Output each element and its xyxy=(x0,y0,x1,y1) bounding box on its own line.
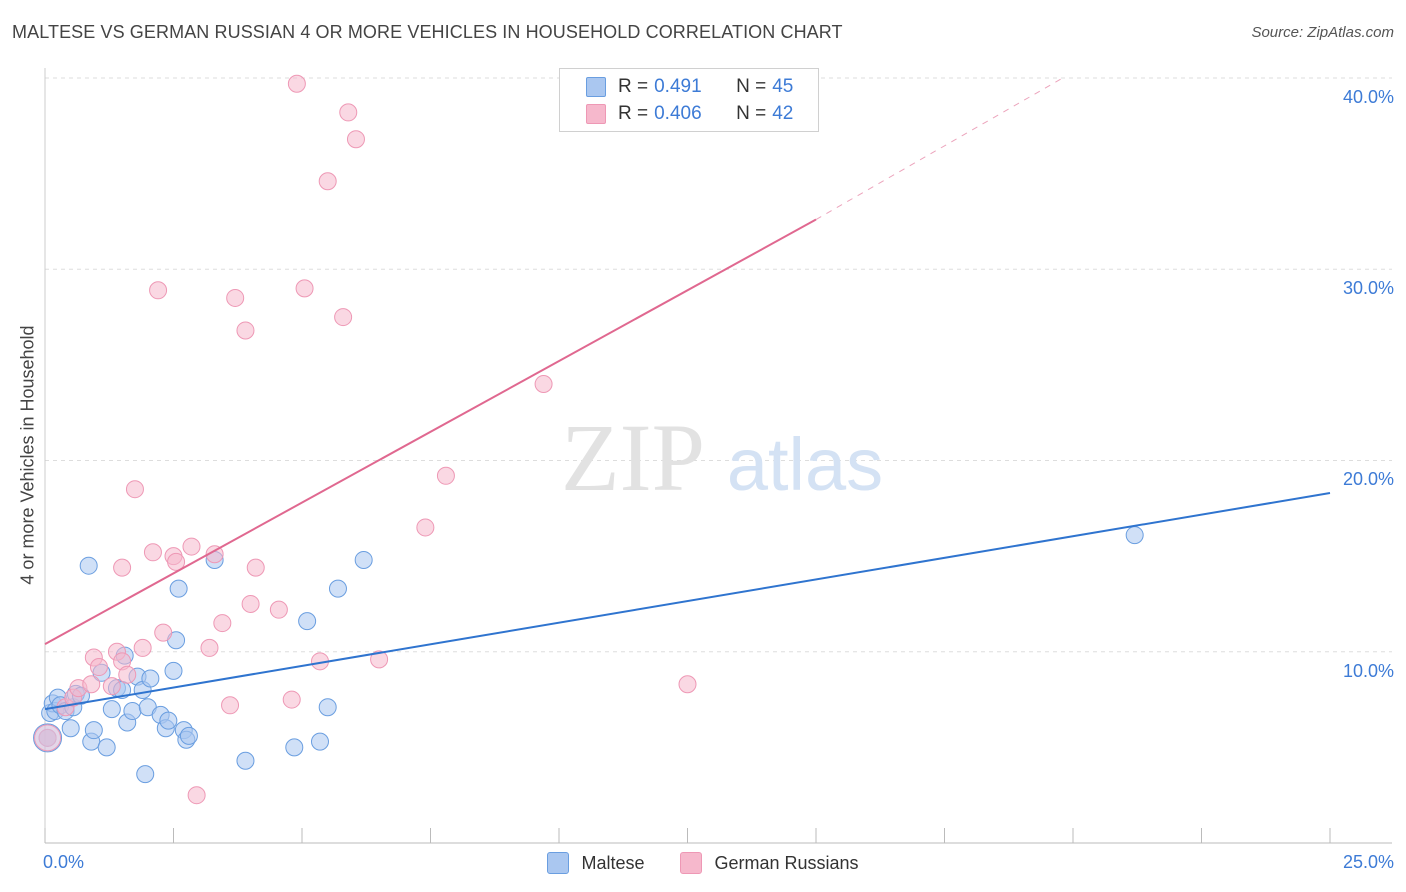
maltese-point-large xyxy=(33,723,63,753)
german-russians-point xyxy=(318,172,337,191)
german-russians-point xyxy=(149,281,168,300)
legend-label-maltese: Maltese xyxy=(581,852,645,873)
maltese-point xyxy=(159,711,178,730)
german-russians-point xyxy=(678,675,697,694)
maltese-point xyxy=(141,669,160,688)
n-value: 45 xyxy=(772,76,794,97)
german-russians-point xyxy=(133,638,152,657)
x-tick-label-max: 25.0% xyxy=(1342,852,1394,872)
german-russians-point xyxy=(167,552,186,571)
german-russians-point xyxy=(182,537,201,556)
legend-item-german-russians[interactable]: German Russians xyxy=(680,852,859,874)
maltese-point xyxy=(169,579,188,598)
german-russians-point xyxy=(370,650,389,669)
r-label: R = xyxy=(618,103,649,124)
legend-label-german-russians: German Russians xyxy=(714,852,859,873)
n-label: N = xyxy=(736,103,767,124)
chart-title: MALTESE VS GERMAN RUSSIAN 4 OR MORE VEHI… xyxy=(12,22,843,42)
german-russians-point xyxy=(282,690,301,709)
german-russians-point xyxy=(154,623,173,642)
german-russians-point xyxy=(205,545,224,564)
maltese-point xyxy=(61,719,80,738)
maltese-swatch xyxy=(547,852,570,874)
stats-row-maltese: R = 0.491 N = 45 xyxy=(586,76,813,98)
maltese-point xyxy=(310,732,329,751)
german-russians-point xyxy=(213,614,232,633)
german-russians-point xyxy=(38,728,57,747)
german-russians-point xyxy=(534,375,553,393)
german-russians-point xyxy=(295,279,314,298)
maltese-point xyxy=(102,700,121,719)
y-axis-label: 4 or more Vehicles in Household xyxy=(17,325,38,585)
german-russians-point xyxy=(113,558,132,577)
maltese-point xyxy=(354,550,373,569)
maltese-point xyxy=(164,661,183,680)
german-russians-point xyxy=(102,677,121,696)
german-russians-point xyxy=(82,675,101,694)
german-russians-point xyxy=(436,466,455,485)
maltese-point xyxy=(136,765,155,784)
maltese-swatch xyxy=(586,77,606,97)
german-russians-point xyxy=(125,480,144,499)
maltese-point xyxy=(318,698,337,717)
german-russians-point xyxy=(339,103,358,122)
r-value: 0.491 xyxy=(654,76,702,97)
german-russians-point xyxy=(200,638,219,657)
watermark-zip: ZIP xyxy=(561,404,705,511)
maltese-point xyxy=(97,738,116,757)
german-russians-point xyxy=(226,288,245,307)
y-tick-label-40: 40.0% xyxy=(1342,87,1394,107)
x-axis xyxy=(44,68,1392,844)
maltese-point xyxy=(79,556,98,575)
stats-row-german-russians: R = 0.406 N = 42 xyxy=(586,103,813,125)
german-russians-point xyxy=(269,600,288,619)
maltese-point xyxy=(123,702,142,721)
german-russians-point xyxy=(246,558,265,577)
maltese-point xyxy=(179,726,198,745)
legend-item-maltese[interactable]: Maltese xyxy=(547,852,644,874)
maltese-point xyxy=(236,751,255,770)
german-russians-swatch xyxy=(680,852,703,874)
maltese-point xyxy=(1125,526,1144,545)
german-russians-point xyxy=(236,321,255,340)
y-tick-label-10: 10.0% xyxy=(1342,661,1394,681)
maltese-point xyxy=(285,738,304,757)
source-credit: Source: ZipAtlas.com xyxy=(1251,24,1394,41)
x-tick-label-min: 0.0% xyxy=(43,852,85,872)
german-russians-point-large xyxy=(34,724,62,752)
german-russians-point xyxy=(334,308,353,327)
data-points xyxy=(33,74,1144,805)
maltese-point xyxy=(328,579,347,598)
german-russians-trend-extension xyxy=(815,77,1063,220)
german-russians-point xyxy=(187,786,206,805)
watermark-atlas: atlas xyxy=(727,423,883,506)
german-russians-point xyxy=(143,543,162,562)
stats-legend: R = 0.491 N = 45 R = 0.406 N = 42 xyxy=(559,68,819,132)
german-russians-point xyxy=(118,665,137,684)
n-label: N = xyxy=(736,76,767,97)
german-russians-swatch xyxy=(586,104,606,124)
r-value: 0.406 xyxy=(654,103,702,124)
maltese-point xyxy=(298,612,317,631)
r-label: R = xyxy=(618,76,649,97)
german-russians-point xyxy=(416,518,435,537)
german-russians-trend-line xyxy=(44,218,817,645)
german-russians-point xyxy=(89,658,108,677)
trend-lines xyxy=(44,77,1331,711)
german-russians-point xyxy=(241,594,260,613)
maltese-trend-line xyxy=(44,492,1331,711)
german-russians-point xyxy=(287,74,306,93)
german-russians-point xyxy=(221,696,240,715)
y-tick-label-30: 30.0% xyxy=(1342,278,1394,298)
y-tick-label-20: 20.0% xyxy=(1342,469,1394,489)
german-russians-point xyxy=(346,130,365,149)
series-legend: Maltese German Russians xyxy=(0,852,1406,874)
maltese-point xyxy=(84,721,103,740)
n-value: 42 xyxy=(772,103,794,124)
